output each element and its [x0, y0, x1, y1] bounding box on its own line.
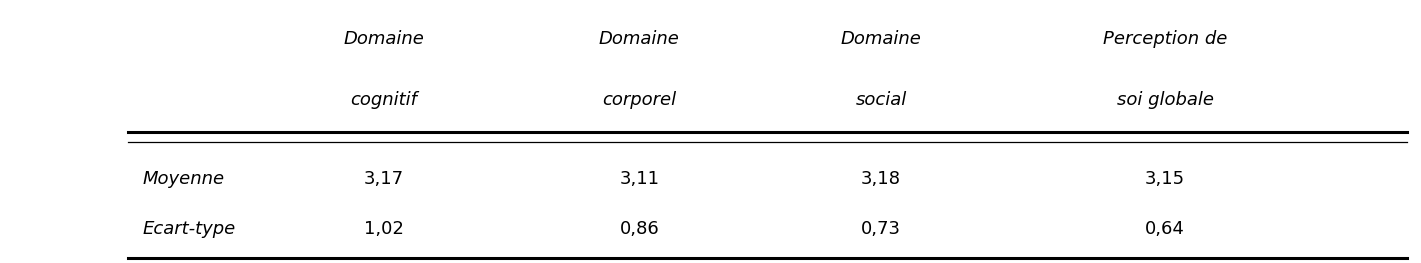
Text: Perception de: Perception de	[1103, 31, 1228, 48]
Text: Domaine: Domaine	[344, 31, 423, 48]
Text: 3,17: 3,17	[364, 170, 404, 188]
Text: 1,02: 1,02	[364, 220, 404, 238]
Text: social: social	[855, 91, 907, 109]
Text: 3,11: 3,11	[620, 170, 659, 188]
Text: Moyenne: Moyenne	[142, 170, 225, 188]
Text: corporel: corporel	[603, 91, 676, 109]
Text: 3,18: 3,18	[861, 170, 901, 188]
Text: Ecart-type: Ecart-type	[142, 220, 236, 238]
Text: 3,15: 3,15	[1145, 170, 1185, 188]
Text: 0,64: 0,64	[1145, 220, 1185, 238]
Text: soi globale: soi globale	[1117, 91, 1214, 109]
Text: Domaine: Domaine	[841, 31, 921, 48]
Text: Domaine: Domaine	[600, 31, 679, 48]
Text: 0,73: 0,73	[861, 220, 901, 238]
Text: cognitif: cognitif	[350, 91, 418, 109]
Text: 0,86: 0,86	[620, 220, 659, 238]
